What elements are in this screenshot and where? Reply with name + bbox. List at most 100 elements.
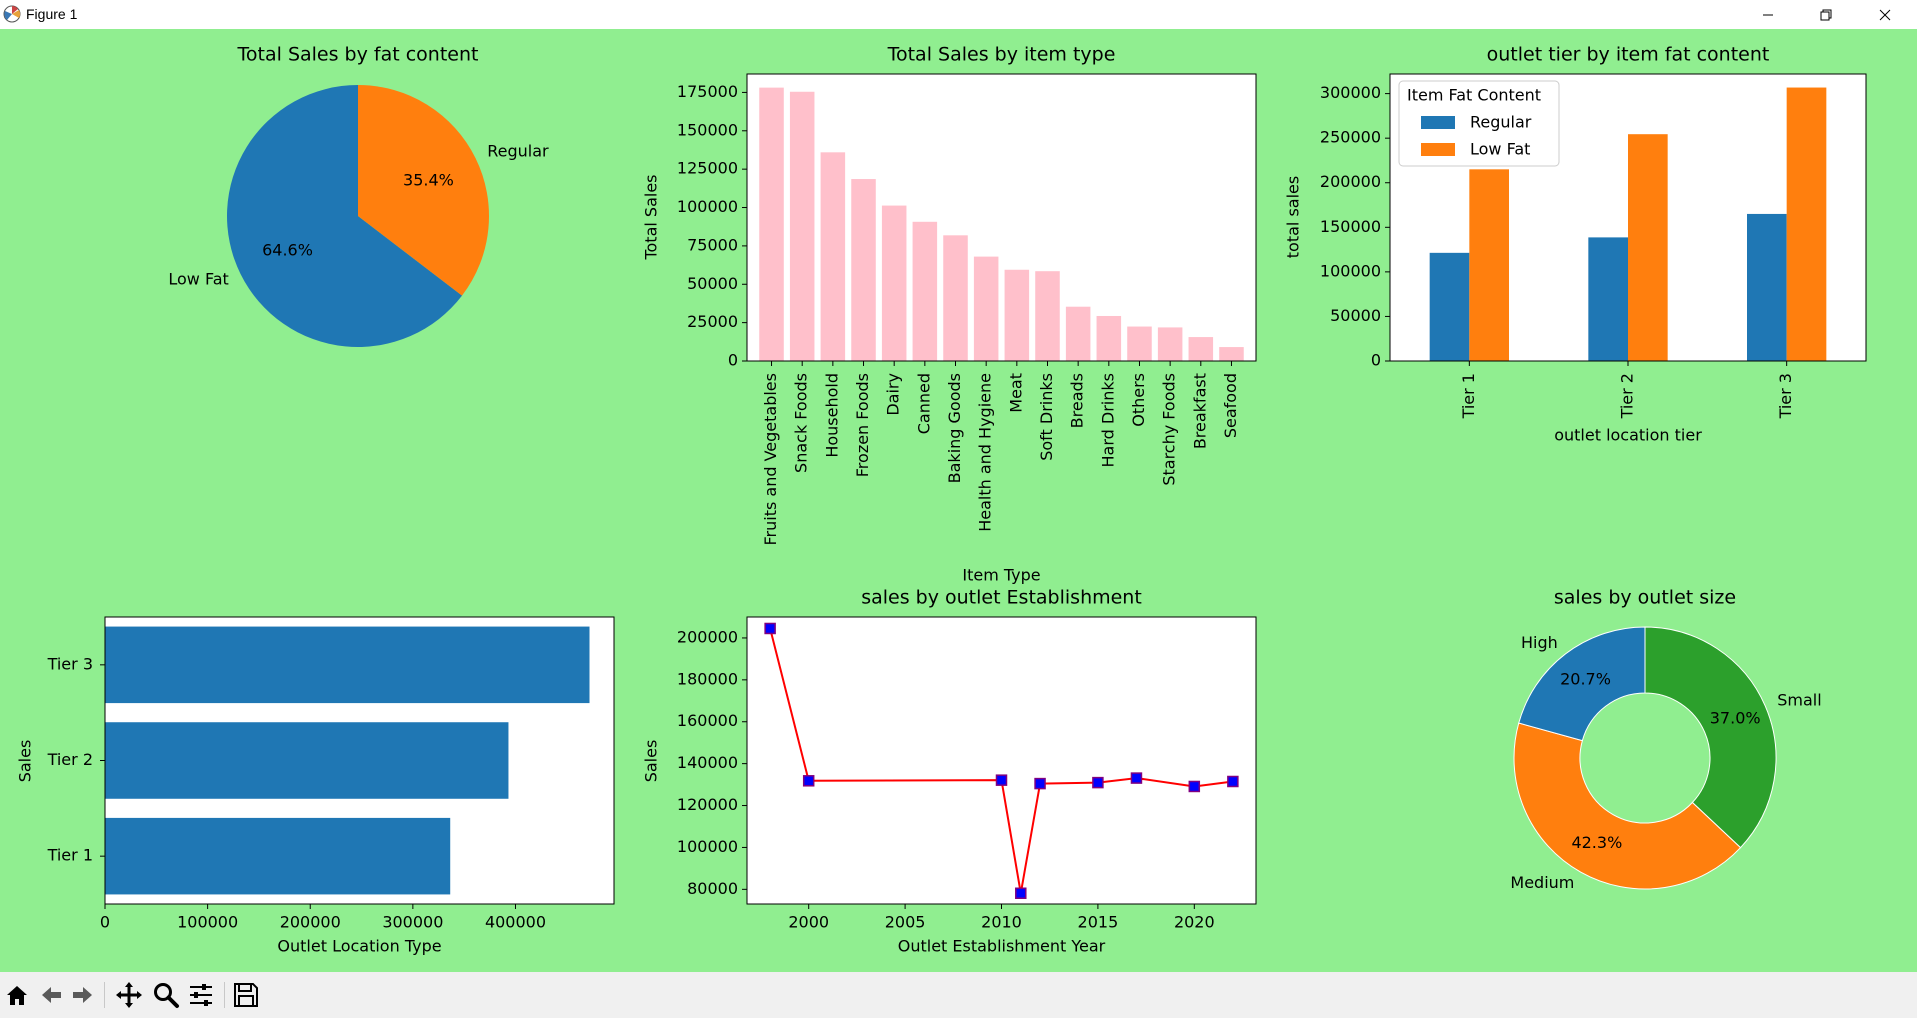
tier-fat-grouped-bar-chart-legend-label: Regular [1470,113,1532,132]
zoom-icon [154,983,179,1008]
item-type-bar-chart-xtick-label: Household [822,373,841,458]
item-type-bar-chart-bar [943,235,968,361]
navigation-toolbar [0,972,1917,1018]
item-type-bar-chart-xtick-label: Hard Drinks [1098,373,1117,467]
item-type-bar-chart-bar [912,221,938,361]
item-type-bar-chart-xtick-label: Snack Foods [792,373,811,473]
item-type-bar-chart-xtick-label: Soft Drinks [1037,373,1056,461]
figure-canvas[interactable]: Low Fat 64.6% Regular 35.4% Total Sales by f… [0,29,1917,972]
location-type-hbar-chart-xtick-label: 300000 [382,913,443,932]
tier-fat-grouped-bar-chart-xlabel: outlet location tier [1554,426,1702,445]
location-type-hbar-chart-ytick-label: Tier 3 [47,654,93,673]
establishment-line-chart-ytick-label: 120000 [677,795,738,814]
item-type-bar-chart-axes-frame [746,73,1257,362]
item-type-bar-chart-xtick-label: Baking Goods [945,373,964,483]
establishment-line-chart-plot-area [747,617,1256,904]
fat-content-pie-wedge-label: Low Fat [168,269,228,288]
item-type-bar-chart-ytick-label: 0 [728,351,738,370]
tier-fat-grouped-bar-chart-bar-regular [1747,213,1787,361]
location-type-hbar-chart-ylabel: Sales [16,740,35,783]
establishment-line-chart-point-marker [802,775,815,787]
tier-fat-grouped-bar-chart-bar-low-fat [1786,87,1827,361]
establishment-line-chart-point-marker [1227,775,1239,788]
back-button[interactable] [36,980,66,1010]
close-icon [1879,9,1891,20]
fat-content-pie-title: Total Sales by fat content [237,44,479,66]
pan-button[interactable] [114,980,144,1010]
item-type-bar-chart-xtick-label: Frozen Foods [853,373,872,477]
item-type-bar-chart-bar [1004,269,1030,361]
fat-content-pie-wedge-label: Regular [487,142,549,161]
location-type-hbar-chart-axes-frame [104,616,615,905]
tier-fat-grouped-bar-chart-axes-frame [1389,73,1867,362]
window-titlebar: Figure 1 [0,0,1917,29]
tier-fat-grouped-bar-chart-legend-title: Item Fat Content [1407,86,1541,105]
item-type-bar-chart-bar [1096,315,1122,361]
item-type-bar-chart-bar [881,205,907,361]
tier-fat-grouped-bar-chart-legend: Item Fat Content Regular Low Fat [1398,80,1560,167]
item-type-bar-chart-ylabel: Total Sales [642,174,661,260]
tier-fat-grouped-bar-chart-xtick-label: Tier 2 [1618,373,1637,419]
home-button[interactable] [2,980,32,1010]
item-type-bar-chart-xlabel: Item Type [962,566,1040,585]
tier-fat-grouped-bar-chart-ytick-label: 50000 [1330,306,1381,325]
outlet-size-donut-wedge [1513,722,1742,890]
establishment-line-chart-title: sales by outlet Establishment [861,587,1142,609]
tier-fat-grouped-bar-chart-ytick-label: 250000 [1320,128,1381,147]
minimize-button[interactable] [1745,0,1791,29]
item-type-bar-chart-bar [851,179,876,361]
fat-content-pie-pct-label: 35.4% [403,171,454,190]
matplotlib-app-icon [3,5,21,23]
forward-arrow-icon [73,987,92,1003]
close-button[interactable] [1862,0,1908,29]
establishment-line-chart-xtick-label: 2000 [788,913,829,932]
configure-subplots-icon [190,984,212,1006]
tier-fat-grouped-bar-chart-title: outlet tier by item fat content [1487,44,1770,66]
location-type-hbar-chart-bar [105,817,451,895]
restore-button[interactable] [1803,0,1849,29]
outlet-size-donut-wedge-label: High [1521,633,1558,652]
location-type-hbar-chart-bar [105,722,509,799]
item-type-bar-chart-bar [1035,271,1060,361]
tier-fat-grouped-bar-chart-xtick-label: Tier 1 [1459,373,1478,419]
minimize-icon [1763,14,1773,15]
outlet-size-donut-wedge-label: Medium [1510,873,1574,892]
zoom-button[interactable] [151,980,181,1010]
establishment-line-chart-point-marker [1015,887,1027,899]
tier-fat-grouped-bar-chart-legend-swatch [1421,116,1455,129]
item-type-bar-chart-bar [789,91,815,361]
item-type-bar-chart-xtick-label: Starchy Foods [1160,373,1179,486]
save-button[interactable] [231,980,261,1010]
home-icon [7,986,27,1005]
outlet-size-donut-wedge [1644,626,1777,849]
item-type-bar-chart-xtick-label: Health and Hygiene [976,373,995,532]
item-type-bar-chart-bar [1065,306,1091,361]
location-type-hbar-chart-xtick-label: 100000 [177,913,238,932]
outlet-size-donut-wedge-label: Small [1777,690,1821,709]
item-type-bar-chart-bar [1127,326,1152,361]
back-arrow-icon [42,987,61,1003]
tier-fat-grouped-bar-chart-ylabel: total sales [1284,176,1303,258]
establishment-line-chart-xtick-label: 2020 [1174,913,1215,932]
tier-fat-grouped-bar-chart-ytick-label: 150000 [1320,217,1381,236]
establishment-line-chart-point-marker [1130,772,1143,784]
establishment-line-chart-xtick-label: 2005 [885,913,926,932]
tier-fat-grouped-bar-chart-xtick-label: Tier 3 [1776,373,1795,419]
location-type-hbar-chart-xlabel: Outlet Location Type [277,937,441,956]
tier-fat-grouped-bar-chart-ytick-label: 0 [1371,351,1381,370]
configure-subplots-button[interactable] [186,980,216,1010]
forward-button[interactable] [68,980,98,1010]
item-type-bar-chart-xtick-label: Canned [914,373,933,434]
location-type-hbar-chart-xtick-label: 400000 [485,913,546,932]
establishment-line-chart-point-marker [1188,780,1201,793]
establishment-line-chart-xtick-label: 2010 [981,913,1022,932]
item-type-bar-chart-xtick-label: Breakfast [1190,373,1209,449]
toolbar-separator [224,982,225,1008]
item-type-bar-chart-xtick-label: Dairy [884,373,903,416]
fat-content-pie-wedge [227,85,463,348]
item-type-bar-chart-bar [820,152,846,361]
outlet-size-donut-pct-label: 20.7% [1560,669,1611,688]
establishment-line-chart-point-marker [1034,777,1046,790]
establishment-line-chart-point-marker [764,622,776,635]
tier-fat-grouped-bar-chart-ytick-label: 200000 [1320,172,1381,191]
